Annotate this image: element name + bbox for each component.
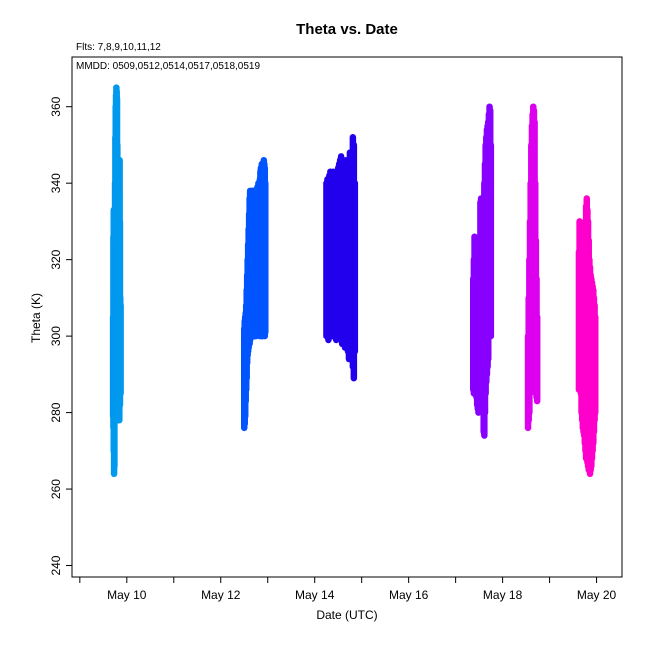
x-axis: May 10 May 12 May 14 May 16 May 18 May 20 (79, 577, 617, 602)
x-tick-label: May 12 (201, 588, 241, 602)
series-0509 (109, 84, 124, 478)
y-tick-label: 360 (49, 96, 63, 116)
chart-title: Theta vs. Date (296, 21, 398, 38)
x-tick-label: May 10 (107, 588, 147, 602)
x-tick-label: May 18 (483, 588, 523, 602)
y-tick-label: 300 (49, 326, 63, 346)
y-axis-label: Theta (K) (29, 293, 43, 343)
x-tick-label: May 14 (295, 588, 335, 602)
y-tick-label: 320 (49, 249, 63, 269)
x-tick-label: May 16 (389, 588, 429, 602)
y-tick-label: 240 (49, 555, 63, 575)
series-0519 (575, 195, 599, 478)
y-tick-label: 260 (49, 479, 63, 499)
series-0514 (323, 134, 359, 382)
series-0517 (469, 103, 495, 439)
y-axis: 240 260 280 300 320 340 360 (49, 96, 72, 576)
flights-annotation: Flts: 7,8,9,10,11,12 (76, 42, 161, 53)
y-tick-label: 340 (49, 173, 63, 193)
x-tick-label: May 20 (577, 588, 617, 602)
x-axis-label: Date (UTC) (316, 608, 377, 622)
data-layer (109, 84, 599, 478)
y-tick-label: 280 (49, 402, 63, 422)
series-0518 (524, 103, 541, 432)
mmdd-annotation: MMDD: 0509,0512,0514,0517,0518,0519 (76, 61, 260, 72)
plot-frame (71, 56, 623, 578)
series-0512 (240, 156, 269, 432)
